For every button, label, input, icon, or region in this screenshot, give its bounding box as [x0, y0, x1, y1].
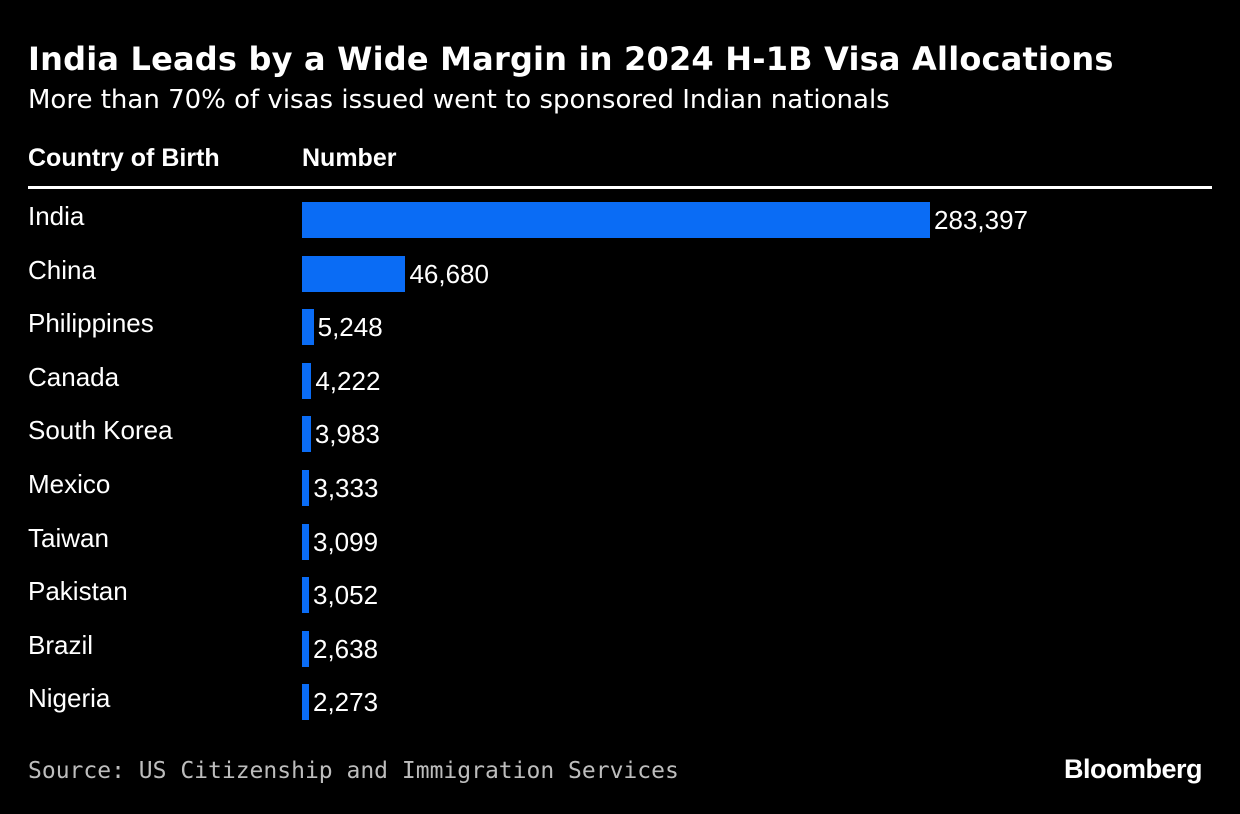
chart-subtitle: More than 70% of visas issued went to sp… [28, 85, 890, 115]
bar-value-label: 283,397 [934, 205, 1028, 235]
source-note: Source: US Citizenship and Immigration S… [28, 758, 679, 784]
header-rule [28, 186, 1212, 189]
bar [302, 577, 309, 614]
bar [302, 630, 309, 667]
bar-value-label: 3,099 [313, 526, 379, 557]
row-label: Taiwan [28, 522, 109, 553]
row-label: Philippines [28, 308, 154, 339]
bar [302, 523, 309, 560]
bar [302, 470, 310, 506]
bar-value-label: 4,222 [315, 365, 381, 396]
bar-value-label: 2,273 [313, 687, 379, 718]
bar-value-label: 46,680 [409, 258, 489, 289]
bar [302, 202, 930, 238]
column-header-number: Number [302, 144, 397, 172]
row-label: Canada [28, 361, 120, 392]
bar-value-label: 3,052 [313, 580, 379, 611]
row-label: South Korea [28, 415, 173, 446]
bar [302, 309, 314, 346]
bar-value-label: 3,333 [313, 473, 379, 503]
row-label: India [28, 201, 85, 231]
bar [302, 416, 311, 453]
row-label: Nigeria [28, 683, 111, 714]
bar [302, 684, 309, 721]
column-header-country: Country of Birth [28, 144, 220, 172]
bar-value-label: 3,983 [314, 419, 380, 450]
bar-value-label: 2,638 [313, 633, 379, 664]
row-label: Brazil [28, 629, 94, 660]
chart-title: India Leads by a Wide Margin in 2024 H-1… [28, 40, 1114, 78]
row-label: Mexico [28, 469, 111, 499]
bar [302, 255, 406, 292]
bloomberg-logo: Bloomberg [1063, 754, 1203, 784]
bar [302, 362, 312, 399]
row-label: Pakistan [28, 576, 128, 607]
bar-value-label: 5,248 [317, 312, 383, 343]
row-label: China [28, 254, 96, 285]
